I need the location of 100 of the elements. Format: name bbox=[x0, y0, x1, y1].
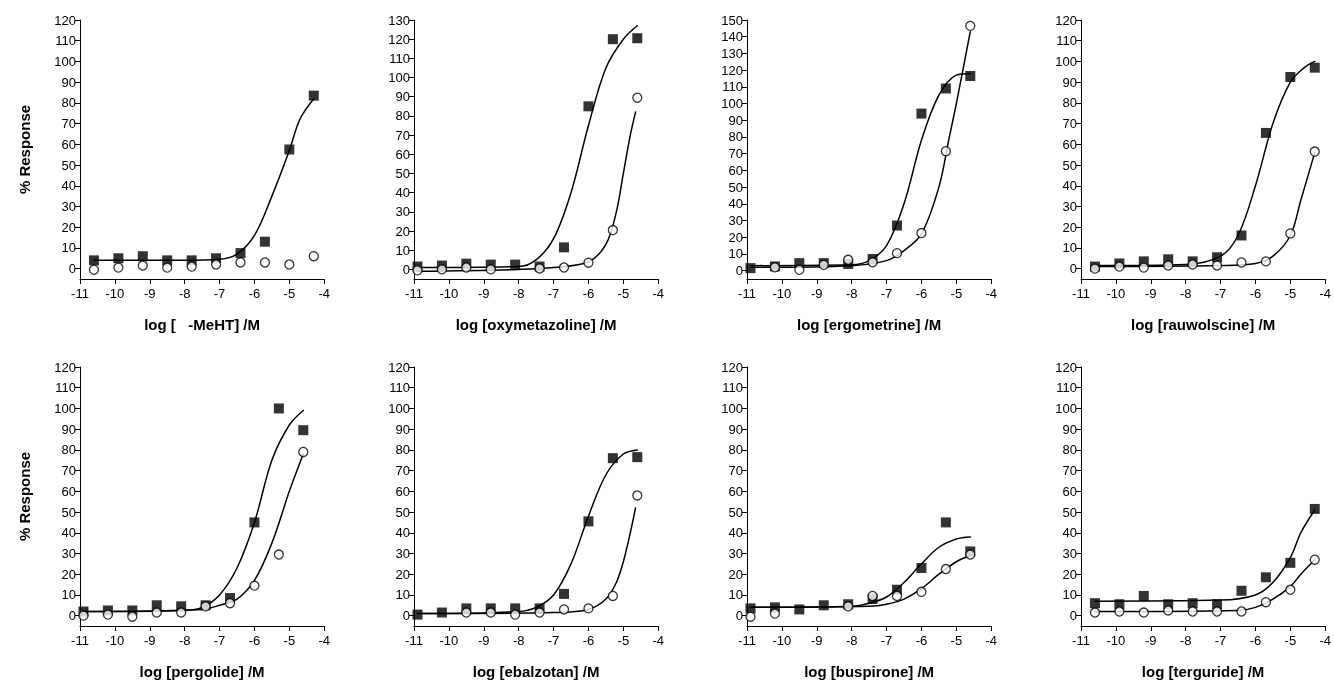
y-tick-label: 60 bbox=[61, 136, 76, 152]
y-tick-label: 120 bbox=[387, 359, 410, 375]
x-tick-label: -4 bbox=[1318, 286, 1331, 301]
y-tick-label: 40 bbox=[1062, 178, 1077, 194]
y-tick-label: 0 bbox=[68, 608, 76, 624]
x-tick-label: -5 bbox=[950, 286, 963, 301]
x-tick-label: -7 bbox=[213, 633, 226, 648]
x-tick-label: -7 bbox=[213, 286, 226, 301]
y-tick-label: 70 bbox=[61, 463, 76, 479]
y-tick-label: 80 bbox=[395, 442, 410, 458]
y-tick-label: 80 bbox=[1062, 442, 1077, 458]
x-tick-label: -10 bbox=[1105, 633, 1125, 648]
y-tick-label: 0 bbox=[1069, 608, 1077, 624]
y-tick-label: 130 bbox=[721, 45, 743, 61]
y-tick-label: 80 bbox=[395, 108, 410, 124]
y-tick-label: 80 bbox=[61, 95, 76, 111]
x-tick-label: -6 bbox=[915, 286, 928, 301]
x-axis-title: log [ -MeHT] /M bbox=[144, 316, 261, 333]
y-tick-label: 100 bbox=[387, 400, 410, 416]
y-tick-label: 80 bbox=[61, 442, 76, 458]
x-tick-label: -11 bbox=[404, 633, 423, 648]
x-tick-label: -7 bbox=[1214, 633, 1226, 648]
y-tick-label: 10 bbox=[395, 587, 410, 603]
x-tick-label: -6 bbox=[915, 633, 928, 648]
y-tick-label: 10 bbox=[395, 242, 410, 258]
x-tick-label: -9 bbox=[811, 286, 823, 301]
y-tick-label: 120 bbox=[1054, 359, 1077, 375]
x-tick-label: -11 bbox=[71, 633, 89, 648]
y-tick-label: 40 bbox=[61, 525, 76, 541]
x-tick-label: -5 bbox=[1284, 633, 1296, 648]
y-tick-label: 110 bbox=[55, 33, 76, 49]
x-tick-label: -8 bbox=[178, 286, 191, 301]
y-tick-label: 10 bbox=[61, 240, 76, 256]
y-tick-label: 30 bbox=[728, 545, 743, 561]
y-tick-label: 100 bbox=[1054, 400, 1077, 416]
y-tick-label: 110 bbox=[1055, 33, 1077, 49]
y-tick-label: 0 bbox=[402, 608, 410, 624]
y-tick-label: 110 bbox=[722, 380, 743, 396]
y-tick-label: 60 bbox=[61, 483, 76, 499]
y-tick-label: 120 bbox=[54, 359, 76, 375]
x-tick-label: -10 bbox=[1105, 286, 1125, 301]
y-tick-label: 90 bbox=[61, 74, 76, 90]
y-tick-label: 20 bbox=[61, 219, 76, 235]
x-tick-label: -10 bbox=[772, 633, 792, 648]
y-tick-label: 50 bbox=[61, 504, 76, 520]
x-axis-title: log [ebalzotan] /M bbox=[472, 663, 599, 680]
y-tick-label: 80 bbox=[728, 129, 743, 145]
x-tick-label: -5 bbox=[617, 286, 629, 301]
y-tick-label: 90 bbox=[395, 89, 410, 105]
y-tick-label: 120 bbox=[1054, 12, 1077, 28]
x-tick-label: -9 bbox=[477, 633, 490, 648]
y-tick-label: 60 bbox=[395, 146, 410, 162]
y-tick-label: 40 bbox=[728, 196, 743, 212]
y-tick-label: 130 bbox=[387, 12, 410, 28]
y-tick-label: 110 bbox=[55, 380, 76, 396]
y-tick-label: 0 bbox=[68, 261, 76, 277]
x-tick-label: -8 bbox=[1179, 286, 1191, 301]
y-tick-label: 30 bbox=[395, 545, 410, 561]
y-tick-label: 50 bbox=[61, 157, 76, 173]
y-tick-label: 20 bbox=[728, 566, 743, 582]
y-tick-label: 40 bbox=[395, 525, 410, 541]
x-tick-label: -7 bbox=[880, 633, 893, 648]
x-tick-label: -5 bbox=[1284, 286, 1296, 301]
y-tick-label: 110 bbox=[722, 79, 743, 95]
y-tick-label: 50 bbox=[1062, 504, 1077, 520]
y-tick-label: 10 bbox=[1062, 240, 1077, 256]
y-tick-label: 60 bbox=[395, 483, 410, 499]
x-axis-title: log [terguride] /M bbox=[1141, 663, 1264, 680]
y-tick-label: 10 bbox=[61, 587, 76, 603]
y-tick-label: 120 bbox=[721, 62, 743, 78]
y-tick-label: 50 bbox=[1062, 157, 1077, 173]
y-tick-label: 10 bbox=[728, 587, 743, 603]
y-tick-label: 50 bbox=[728, 504, 743, 520]
x-tick-label: -5 bbox=[617, 633, 629, 648]
y-tick-label: 30 bbox=[728, 213, 743, 229]
y-tick-label: 100 bbox=[54, 53, 76, 69]
y-tick-label: 0 bbox=[735, 608, 743, 624]
y-tick-label: 90 bbox=[728, 421, 743, 437]
x-tick-label: -6 bbox=[248, 633, 261, 648]
x-tick-label: -6 bbox=[1249, 633, 1261, 648]
x-tick-label: -10 bbox=[438, 633, 458, 648]
y-tick-label: 90 bbox=[728, 112, 743, 128]
x-tick-label: -11 bbox=[738, 633, 756, 648]
y-tick-label: 30 bbox=[1062, 198, 1077, 214]
x-tick-label: -11 bbox=[71, 286, 89, 301]
x-tick-label: -7 bbox=[880, 286, 893, 301]
x-tick-label: -8 bbox=[178, 633, 191, 648]
y-tick-label: 90 bbox=[1062, 421, 1077, 437]
x-tick-label: -10 bbox=[772, 286, 792, 301]
y-tick-label: 10 bbox=[1062, 587, 1077, 603]
x-tick-label: -11 bbox=[1071, 286, 1090, 301]
x-tick-label: -4 bbox=[318, 286, 330, 301]
x-tick-label: -6 bbox=[248, 286, 261, 301]
x-tick-label: -4 bbox=[985, 286, 997, 301]
y-tick-label: 150 bbox=[721, 12, 743, 28]
y-tick-label: 70 bbox=[395, 127, 410, 143]
x-axis-title: log [pergolide] /M bbox=[139, 663, 265, 680]
y-tick-label: 50 bbox=[395, 504, 410, 520]
x-tick-label: -6 bbox=[582, 286, 594, 301]
x-tick-label: -4 bbox=[318, 633, 330, 648]
